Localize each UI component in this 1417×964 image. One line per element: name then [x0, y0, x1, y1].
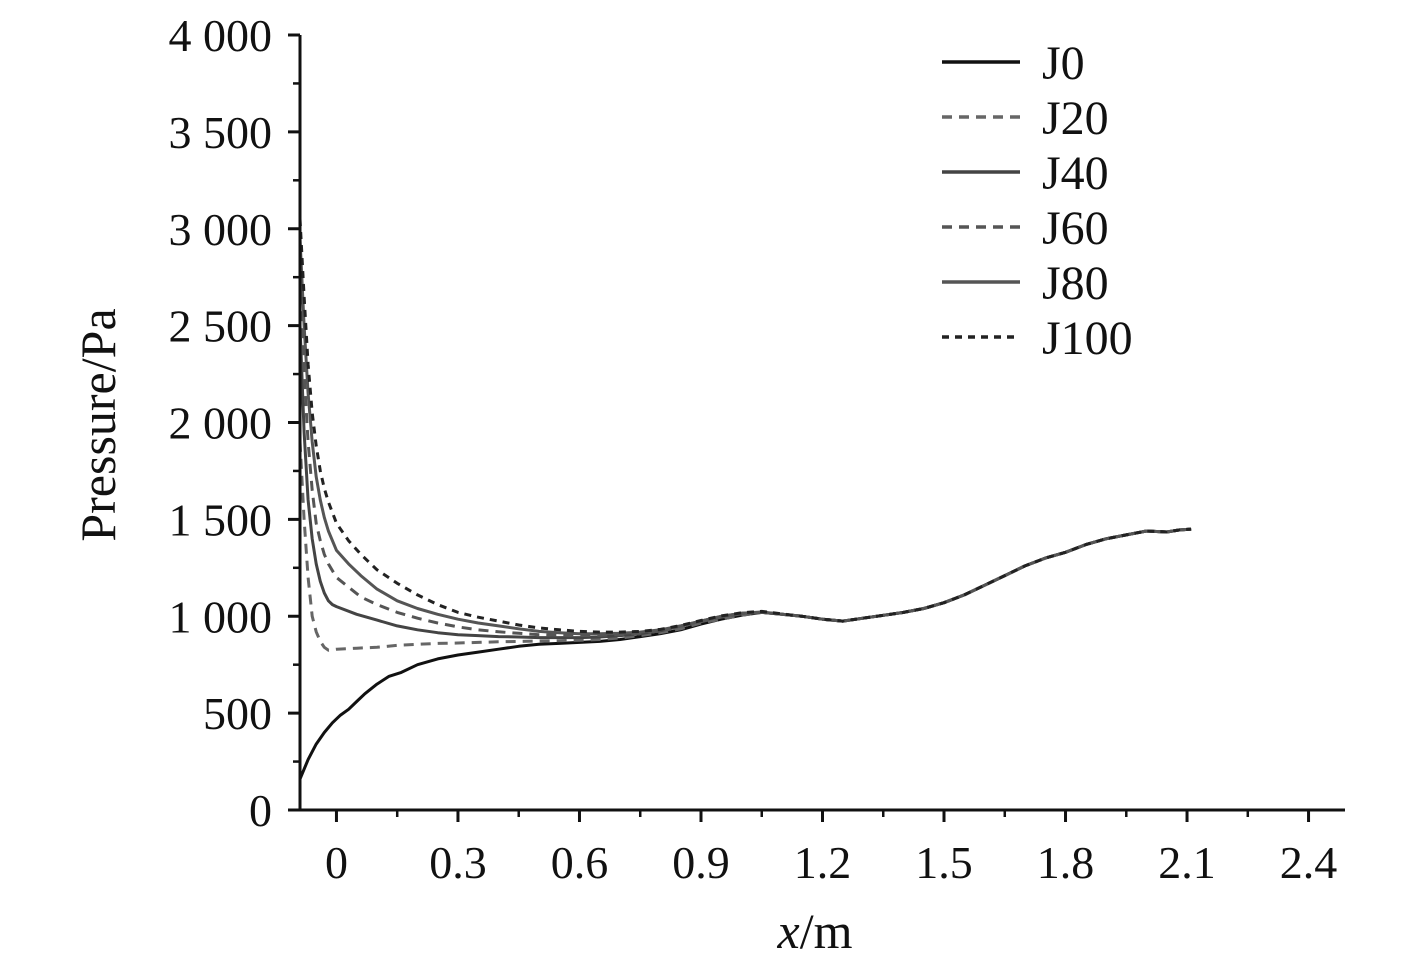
y-tick-label: 1 000 — [169, 591, 273, 642]
y-tick-label: 1 500 — [169, 494, 273, 545]
series-line-j20 — [298, 441, 1192, 652]
y-tick-label: 0 — [249, 785, 272, 836]
legend-label-j20: J20 — [1042, 92, 1109, 145]
legend-label-j100: J100 — [1042, 312, 1133, 365]
legend-label-j80: J80 — [1042, 257, 1109, 310]
y-tick-label: 500 — [203, 688, 272, 739]
series-layer — [298, 219, 1192, 780]
x-tick-label: 2.1 — [1158, 837, 1216, 888]
x-tick-label: 1.5 — [915, 837, 973, 888]
y-axis-title: Pressure/Pa — [70, 308, 126, 541]
series-line-j0 — [298, 527, 1192, 780]
y-tick-label: 3 000 — [169, 204, 273, 255]
x-tick-label: 1.8 — [1037, 837, 1095, 888]
legend-label-j0: J0 — [1042, 37, 1085, 90]
x-axis-ticks: 0 0.3 0.6 0.9 1.2 1.5 1.8 2.1 2.4 — [325, 810, 1337, 888]
y-tick-label: 4 000 — [169, 10, 273, 61]
legend-label-j40: J40 — [1042, 147, 1109, 200]
y-axis-ticks: 0 500 1 000 1 500 2 000 2 500 3 000 3 500 4 000 — [169, 10, 300, 836]
x-axis-title-unit: /m — [800, 903, 853, 959]
x-tick-label: 0.3 — [429, 837, 487, 888]
y-tick-label: 2 500 — [169, 301, 273, 352]
legend-label-j60: J60 — [1042, 202, 1109, 255]
series-line-j40 — [298, 325, 1192, 640]
x-tick-label: 0.6 — [551, 837, 609, 888]
x-tick-label: 2.4 — [1280, 837, 1338, 888]
x-axis-title-variable: x — [777, 903, 800, 959]
y-tick-label: 3 500 — [169, 107, 273, 158]
x-tick-label: 0.9 — [672, 837, 730, 888]
x-axis-title: x/m — [777, 903, 853, 959]
x-tick-label: 0 — [325, 837, 348, 888]
y-tick-label: 2 000 — [169, 398, 273, 449]
series-line-j80 — [298, 238, 1192, 636]
x-tick-label: 1.2 — [794, 837, 852, 888]
